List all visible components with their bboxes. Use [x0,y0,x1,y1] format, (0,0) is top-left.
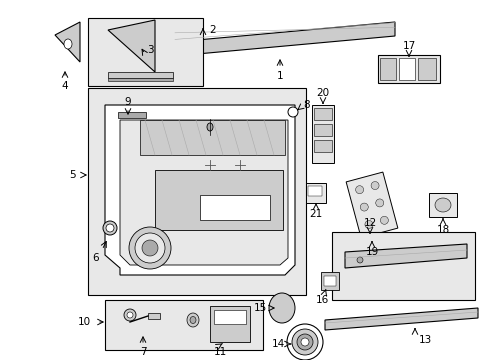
Ellipse shape [103,221,117,235]
Text: 11: 11 [213,347,226,357]
Bar [88,18,203,86]
Ellipse shape [434,198,450,212]
Polygon shape [346,172,397,238]
Ellipse shape [287,107,297,117]
Bar [311,105,333,163]
Ellipse shape [360,203,367,211]
Bar [209,306,249,342]
Ellipse shape [129,227,171,269]
Ellipse shape [186,313,199,327]
Bar [324,276,335,286]
Text: 3: 3 [146,45,153,55]
Bar [379,58,395,80]
Bar [200,195,269,220]
Bar [148,313,160,319]
Polygon shape [140,120,285,155]
Text: 10: 10 [77,317,90,327]
Polygon shape [120,120,287,265]
Bar [108,78,173,81]
Bar [398,58,414,80]
Bar [105,300,263,350]
Polygon shape [55,22,80,62]
Ellipse shape [135,233,164,263]
Ellipse shape [124,309,136,321]
Text: 21: 21 [309,209,322,219]
Text: 16: 16 [315,295,328,305]
Bar [313,124,331,136]
Bar [155,170,283,230]
Polygon shape [175,22,394,56]
Polygon shape [105,105,294,275]
Text: 19: 19 [365,247,378,257]
Text: 4: 4 [61,81,68,91]
Bar [331,232,474,300]
Ellipse shape [206,123,213,131]
Text: 20: 20 [316,88,329,98]
Ellipse shape [375,199,383,207]
Bar [214,310,245,324]
Bar [307,186,321,196]
Text: 9: 9 [124,97,131,107]
Text: 15: 15 [253,303,266,313]
Text: 1: 1 [276,71,283,81]
Ellipse shape [286,324,323,360]
Ellipse shape [301,338,308,346]
Bar [88,88,305,295]
Text: 12: 12 [363,218,376,228]
Bar [108,72,173,78]
Bar [417,58,435,80]
Ellipse shape [356,257,362,263]
Text: 13: 13 [418,335,431,345]
Text: 5: 5 [70,170,76,180]
Ellipse shape [268,293,294,323]
Bar [377,55,439,83]
Ellipse shape [142,240,158,256]
Ellipse shape [106,224,114,232]
Ellipse shape [190,316,196,324]
Bar [320,272,338,290]
Ellipse shape [291,329,317,355]
Ellipse shape [296,334,312,350]
Text: 7: 7 [140,347,146,357]
Text: 6: 6 [93,253,99,263]
Ellipse shape [370,181,378,190]
Bar [305,183,325,203]
Polygon shape [345,244,466,268]
Ellipse shape [127,312,133,318]
Text: 17: 17 [402,41,415,51]
Ellipse shape [380,216,387,224]
Ellipse shape [355,186,363,194]
Bar [428,193,456,217]
Ellipse shape [364,220,372,229]
Ellipse shape [64,39,72,49]
Text: 8: 8 [303,100,310,110]
Polygon shape [325,308,477,330]
Bar [313,140,331,152]
Text: 14: 14 [271,339,284,349]
Polygon shape [108,20,155,72]
Bar [313,108,331,120]
Bar [118,112,146,118]
Text: 2: 2 [209,25,216,35]
Text: 18: 18 [435,225,448,235]
